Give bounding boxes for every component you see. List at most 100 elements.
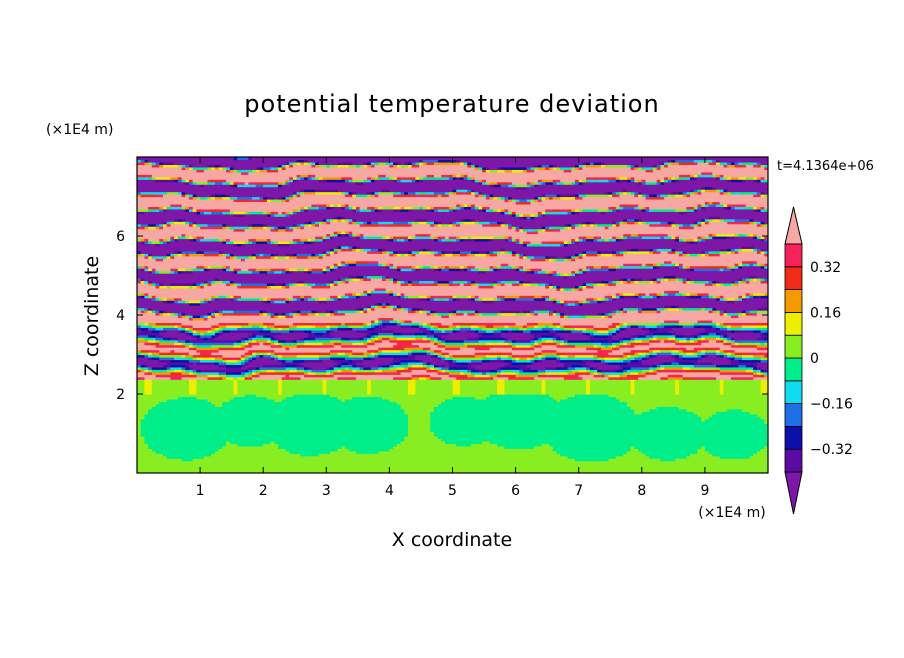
field-cell xyxy=(237,198,249,203)
field-cell xyxy=(148,255,153,259)
field-cell xyxy=(407,384,416,388)
field-cell xyxy=(560,359,584,363)
field-cell xyxy=(226,223,249,227)
field-cell xyxy=(638,354,643,358)
field-cell xyxy=(370,391,409,395)
field-cell xyxy=(370,389,409,393)
field-cell xyxy=(656,166,661,170)
field-cell xyxy=(563,300,569,304)
field-cell xyxy=(719,191,725,195)
field-cell xyxy=(222,332,253,336)
field-cell xyxy=(214,332,220,336)
field-cell xyxy=(489,253,494,257)
field-cell xyxy=(567,275,665,279)
field-cell xyxy=(708,295,713,299)
field-cell xyxy=(500,166,528,170)
field-cell xyxy=(489,223,502,227)
field-cell xyxy=(567,396,617,400)
field-cell xyxy=(482,371,487,375)
field-cell xyxy=(756,413,768,417)
field-cell xyxy=(344,445,394,449)
field-cell xyxy=(407,416,431,420)
field-cell xyxy=(211,282,227,286)
field-cell xyxy=(137,455,168,459)
field-cell xyxy=(218,327,223,331)
field-cell xyxy=(374,290,387,294)
field-cell xyxy=(537,310,550,314)
field-cell xyxy=(185,253,190,257)
field-cell xyxy=(244,342,249,346)
field-cell xyxy=(166,310,216,314)
field-cell xyxy=(708,322,717,326)
field-cell xyxy=(716,310,721,314)
field-cell xyxy=(690,226,695,230)
field-cell xyxy=(764,418,768,422)
field-cell xyxy=(430,310,435,314)
field-cell xyxy=(155,312,160,316)
field-cell xyxy=(500,211,506,215)
field-cell xyxy=(426,233,431,237)
field-cell xyxy=(174,369,183,373)
field-cell xyxy=(764,277,768,282)
field-cell xyxy=(445,176,450,180)
field-cell xyxy=(526,359,532,363)
field-cell xyxy=(185,315,190,319)
field-cell xyxy=(344,356,365,361)
field-cell xyxy=(378,305,383,309)
field-cell xyxy=(426,327,431,331)
field-cell xyxy=(203,282,209,286)
field-cell xyxy=(407,428,431,432)
field-cell xyxy=(671,260,743,264)
field-cell xyxy=(148,292,346,296)
field-cell xyxy=(515,268,520,272)
field-cell xyxy=(630,337,635,341)
field-cell xyxy=(203,337,209,341)
field-cell xyxy=(574,208,580,212)
field-cell xyxy=(185,233,327,237)
field-cell xyxy=(667,194,676,198)
field-cell xyxy=(188,389,197,393)
field-cell xyxy=(177,164,183,168)
field-cell xyxy=(337,366,346,370)
field-cell xyxy=(675,389,680,393)
field-cell xyxy=(378,191,394,195)
field-cell xyxy=(567,223,572,227)
field-cell xyxy=(248,359,253,363)
field-cell xyxy=(433,408,635,412)
field-cell xyxy=(289,324,298,328)
field-cell xyxy=(226,181,231,185)
field-cell xyxy=(686,174,691,178)
field-cell xyxy=(608,376,639,380)
field-cell xyxy=(252,238,257,242)
field-cell xyxy=(274,282,283,286)
field-cell xyxy=(255,240,268,245)
field-cell xyxy=(437,250,442,254)
field-cell xyxy=(574,371,591,375)
field-cell xyxy=(148,307,153,311)
field-cell xyxy=(404,292,617,296)
field-cell xyxy=(352,292,357,296)
field-cell xyxy=(415,179,420,183)
field-cell xyxy=(259,270,268,274)
field-cell xyxy=(289,327,298,331)
field-cell xyxy=(686,208,691,212)
field-cell xyxy=(675,176,680,180)
field-cell xyxy=(541,352,558,356)
field-cell xyxy=(170,359,190,363)
field-cell xyxy=(229,211,235,215)
field-cell xyxy=(549,324,558,328)
field-cell xyxy=(626,191,632,195)
field-cell xyxy=(693,280,706,284)
field-cell xyxy=(593,282,598,286)
field-cell xyxy=(389,339,398,343)
field-cell xyxy=(433,334,439,338)
field-cell xyxy=(727,339,732,343)
field-cell xyxy=(652,349,661,353)
field-cell xyxy=(326,386,368,390)
field-cell xyxy=(716,161,721,166)
field-cell xyxy=(497,253,513,257)
field-cell xyxy=(188,359,201,363)
field-cell xyxy=(214,327,220,331)
field-cell xyxy=(760,263,765,267)
field-cell xyxy=(534,344,539,348)
